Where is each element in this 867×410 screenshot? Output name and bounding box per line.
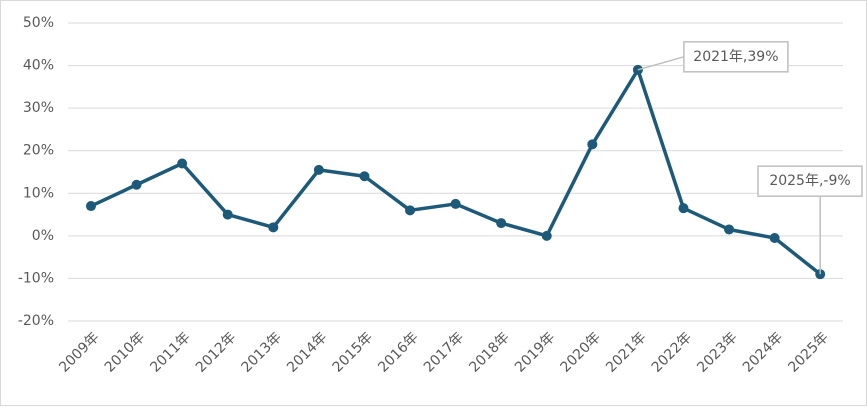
- y-tick-label: 20%: [23, 143, 54, 159]
- data-point: [177, 158, 188, 169]
- y-tick-label: 50%: [23, 15, 54, 31]
- y-tick-label: -20%: [18, 313, 54, 329]
- data-point: [769, 232, 780, 243]
- callout-leader: [637, 56, 685, 71]
- data-point: [131, 179, 142, 190]
- y-tick-label: 0%: [32, 228, 54, 244]
- y-tick-label: 30%: [23, 100, 54, 116]
- callout-box: [757, 165, 863, 197]
- data-point: [678, 203, 689, 214]
- data-point: [222, 209, 233, 220]
- data-point: [405, 205, 416, 216]
- y-tick-label: -10%: [18, 270, 54, 286]
- data-point: [359, 171, 370, 182]
- data-point: [450, 198, 461, 209]
- data-point: [268, 222, 279, 233]
- data-label: 2025年,-9%: [769, 173, 850, 189]
- data-point: [85, 201, 96, 212]
- y-tick-label: 10%: [23, 185, 54, 201]
- data-label: 2021年,39%: [693, 49, 778, 65]
- data-point: [541, 230, 552, 241]
- data-point: [724, 224, 735, 235]
- data-point: [496, 218, 507, 229]
- data-point: [313, 164, 324, 175]
- callout-box: [683, 41, 789, 73]
- y-tick-label: 40%: [23, 58, 54, 74]
- data-point: [587, 139, 598, 150]
